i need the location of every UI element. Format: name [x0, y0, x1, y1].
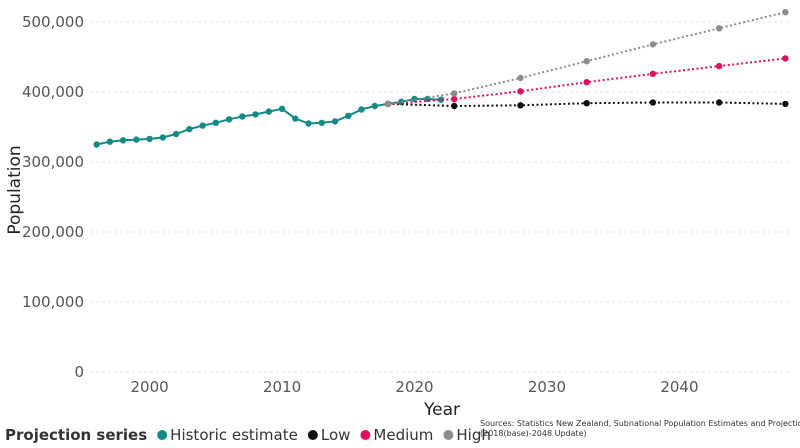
data-point[interactable] [358, 106, 365, 113]
data-point[interactable] [451, 95, 458, 103]
data-point[interactable] [172, 130, 180, 138]
x-tick-label: 2030 [528, 378, 566, 396]
data-point[interactable] [384, 100, 392, 108]
data-point[interactable] [411, 95, 418, 103]
legend-item[interactable]: Historic estimate [157, 426, 298, 444]
y-tick-label: 100,000 [22, 293, 84, 311]
y-tick-label: 400,000 [22, 83, 84, 101]
data-point[interactable] [437, 96, 445, 103]
data-point[interactable] [371, 102, 378, 110]
data-point[interactable] [583, 58, 590, 65]
data-point[interactable] [451, 102, 458, 110]
data-point[interactable] [715, 99, 723, 106]
y-axis-ticks: 0 100,000 200,000 300,000 400,000 500,000 [22, 13, 84, 381]
data-point[interactable] [649, 99, 657, 106]
legend-label: Medium [373, 426, 433, 444]
legend-label: Historic estimate [170, 426, 298, 444]
x-tick-label: 2000 [131, 378, 169, 396]
data-point[interactable] [715, 25, 723, 32]
data-point[interactable] [715, 62, 723, 70]
data-point[interactable] [292, 115, 299, 122]
legend-marker [360, 430, 371, 440]
legend-marker [307, 430, 318, 440]
gridlines [90, 21, 792, 373]
legend-item[interactable]: Low [307, 426, 351, 444]
y-tick-label: 300,000 [22, 153, 84, 171]
data-point[interactable] [93, 141, 100, 148]
data-point[interactable] [133, 136, 140, 143]
y-tick-label: 200,000 [22, 223, 84, 241]
data-point[interactable] [265, 108, 273, 115]
legend-marker [443, 430, 454, 440]
legend-marker [157, 430, 168, 440]
legend-item[interactable]: Medium [360, 426, 433, 444]
data-point[interactable] [318, 119, 325, 127]
data-point[interactable] [782, 55, 789, 62]
source-line-2: (2018(base)-2048 Update) [480, 429, 587, 438]
y-axis-title: Population [5, 145, 25, 234]
data-point[interactable] [517, 74, 524, 82]
data-point[interactable] [212, 119, 220, 127]
x-tick-label: 2010 [263, 378, 301, 396]
source-line-1: Sources: Statistics New Zealand, Subnati… [480, 419, 800, 428]
data-point[interactable] [278, 105, 286, 113]
data-point[interactable] [583, 100, 590, 107]
x-axis-ticks: 2000 2010 2020 2030 2040 [131, 378, 699, 396]
data-point[interactable] [583, 79, 590, 86]
data-point[interactable] [305, 120, 312, 127]
data-point[interactable] [782, 9, 789, 16]
legend-label: High [456, 426, 490, 444]
data-point[interactable] [186, 125, 193, 133]
data-point[interactable] [331, 118, 339, 125]
data-point[interactable] [451, 90, 458, 97]
x-tick-label: 2040 [660, 378, 698, 396]
series-group [93, 9, 789, 148]
legend: Projection series Historic estimate Low Me… [5, 426, 491, 444]
y-tick-label: 0 [74, 363, 84, 381]
legend-label: Low [321, 426, 351, 444]
legend-item[interactable]: High [443, 426, 491, 444]
legend-title: Projection series [5, 426, 147, 444]
data-point[interactable] [106, 138, 114, 145]
data-point[interactable] [517, 88, 524, 95]
data-point[interactable] [649, 41, 657, 48]
data-point[interactable] [345, 112, 352, 120]
y-tick-label: 500,000 [22, 13, 84, 31]
data-point[interactable] [159, 134, 167, 141]
data-point[interactable] [649, 70, 657, 78]
x-axis-title: Year [423, 400, 460, 420]
source-note: Sources: Statistics New Zealand, Subnati… [480, 419, 800, 438]
data-point[interactable] [239, 113, 246, 120]
x-tick-label: 2020 [395, 378, 433, 396]
data-point[interactable] [119, 137, 127, 144]
data-point[interactable] [199, 122, 206, 129]
data-point[interactable] [782, 100, 789, 108]
series-high [384, 9, 789, 108]
data-point[interactable] [517, 102, 524, 109]
data-point[interactable] [146, 135, 153, 143]
series-historic-estimate [93, 95, 445, 148]
data-point[interactable] [252, 111, 259, 118]
series-low [384, 99, 789, 110]
data-point[interactable] [225, 116, 233, 123]
